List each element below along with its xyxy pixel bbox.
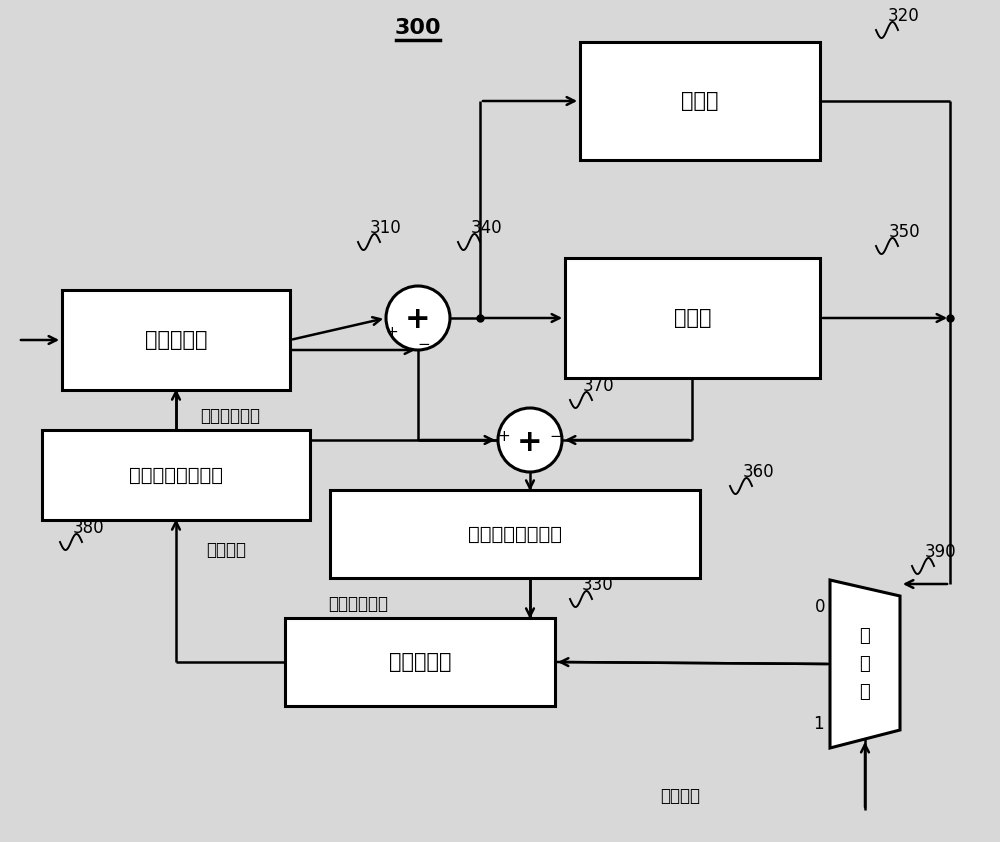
Text: +: +: [405, 306, 431, 334]
Text: 第二系数更新模块: 第二系数更新模块: [468, 525, 562, 543]
Text: 判决误差: 判决误差: [206, 541, 246, 559]
Text: 控制信息: 控制信息: [660, 787, 700, 805]
Bar: [565, 258, 820, 378]
Circle shape: [498, 408, 562, 472]
Text: 340: 340: [470, 219, 502, 237]
Circle shape: [386, 286, 450, 350]
Text: 第一系数更新模块: 第一系数更新模块: [129, 466, 223, 484]
Text: 第二滤波系数: 第二滤波系数: [328, 595, 388, 613]
Text: +: +: [386, 324, 398, 339]
Text: 器: 器: [860, 683, 870, 701]
Text: 择: 择: [860, 655, 870, 673]
Text: −: −: [550, 429, 562, 444]
Polygon shape: [830, 580, 900, 748]
Text: +: +: [498, 429, 510, 444]
Text: 0: 0: [815, 598, 825, 616]
Text: 1: 1: [813, 715, 823, 733]
Text: 370: 370: [582, 377, 614, 395]
Text: 350: 350: [888, 223, 920, 241]
Text: +: +: [517, 428, 543, 456]
Bar: [330, 490, 700, 578]
Text: 390: 390: [924, 543, 956, 561]
Text: 判决误差: 判决误差: [460, 511, 500, 529]
Bar: [580, 42, 820, 160]
Text: 360: 360: [742, 463, 774, 481]
Bar: [285, 618, 555, 706]
Bar: [42, 430, 310, 520]
Text: 320: 320: [888, 7, 920, 25]
Text: 第一滤波系数: 第一滤波系数: [200, 407, 260, 425]
Text: 反馈均衡器: 反馈均衡器: [389, 652, 451, 672]
Text: 判决器: 判决器: [674, 308, 711, 328]
Text: 330: 330: [582, 576, 614, 594]
Text: 译码器: 译码器: [681, 91, 719, 111]
Bar: [62, 290, 290, 390]
Text: 310: 310: [370, 219, 402, 237]
Text: −: −: [418, 337, 430, 351]
Text: 前向均衡器: 前向均衡器: [145, 330, 207, 350]
Text: 300: 300: [395, 18, 441, 38]
Text: 选: 选: [860, 627, 870, 645]
Text: 380: 380: [72, 519, 104, 537]
